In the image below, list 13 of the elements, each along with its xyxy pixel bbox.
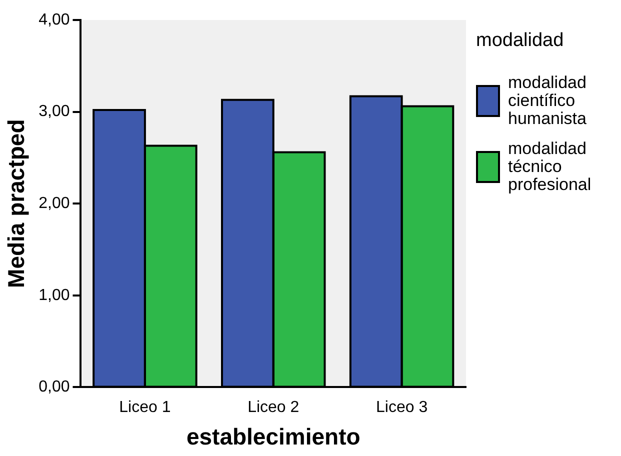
y-tick-label: 3,00 [38, 103, 70, 120]
legend-title: modalidad [476, 30, 565, 52]
x-axis-title: establecimiento [186, 424, 360, 450]
x-tick-label: Liceo 2 [248, 399, 300, 416]
y-axis-title: Media practped [3, 119, 30, 288]
y-tick-label: 4,00 [38, 11, 70, 28]
x-tick-label: Liceo 1 [119, 399, 171, 416]
y-tick-label: 1,00 [38, 286, 70, 304]
y-tick-label: 2,00 [38, 195, 70, 212]
y-tick-label: 0,00 [38, 378, 70, 396]
legend-label: modalidad técnico profesional [508, 139, 592, 194]
legend-label: modalidad científico humanista [508, 73, 588, 128]
x-tick-label: Liceo 3 [376, 399, 428, 416]
